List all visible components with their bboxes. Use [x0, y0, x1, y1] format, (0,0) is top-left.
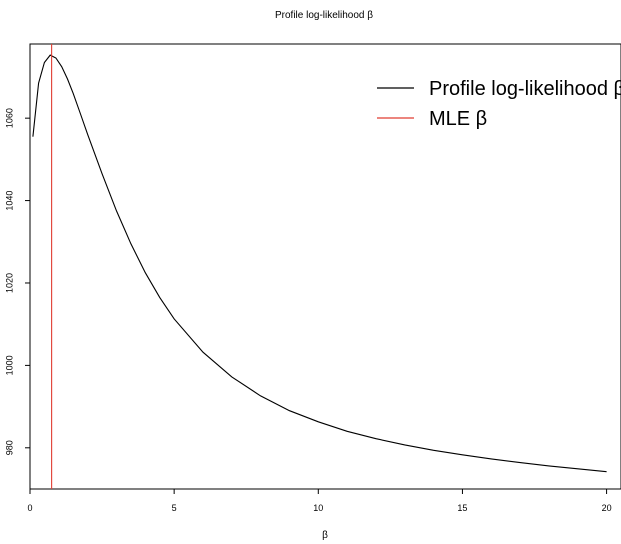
x-tick-label: 10	[313, 503, 323, 513]
x-tick-label: 20	[602, 503, 612, 513]
x-axis-title: β	[322, 530, 328, 541]
series-line-profile-log-likelihood	[32, 54, 607, 473]
legend: Profile log-likelihood β MLE β	[377, 78, 621, 130]
plot-frame	[29, 43, 621, 490]
y-tick-label: 980	[4, 440, 14, 455]
y-tick-label: 1060	[4, 108, 14, 128]
x-axis: 0 5 10 15 20	[27, 488, 612, 513]
legend-label-profile: Profile log-likelihood β	[429, 78, 621, 100]
y-tick-label: 1020	[4, 273, 14, 293]
y-tick-label: 1000	[4, 355, 14, 375]
x-tick-label: 0	[27, 503, 32, 513]
chart-title: Profile log-likelihood β	[275, 10, 373, 21]
y-tick-label: 1040	[4, 191, 14, 211]
y-axis: 980 1000 1020 1040 1060	[4, 108, 30, 455]
x-tick-label: 15	[457, 503, 467, 513]
legend-label-mle: MLE β	[429, 108, 487, 130]
x-tick-label: 5	[172, 503, 177, 513]
plot-marks	[32, 44, 607, 489]
